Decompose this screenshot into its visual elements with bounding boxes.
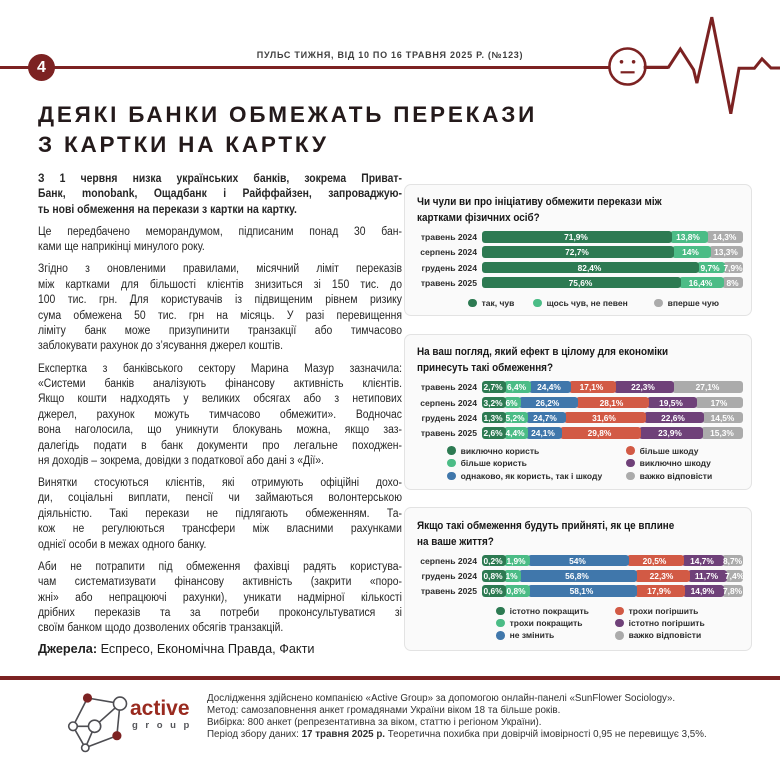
svg-text:active: active [130,697,190,720]
svg-text:group: group [132,720,197,731]
